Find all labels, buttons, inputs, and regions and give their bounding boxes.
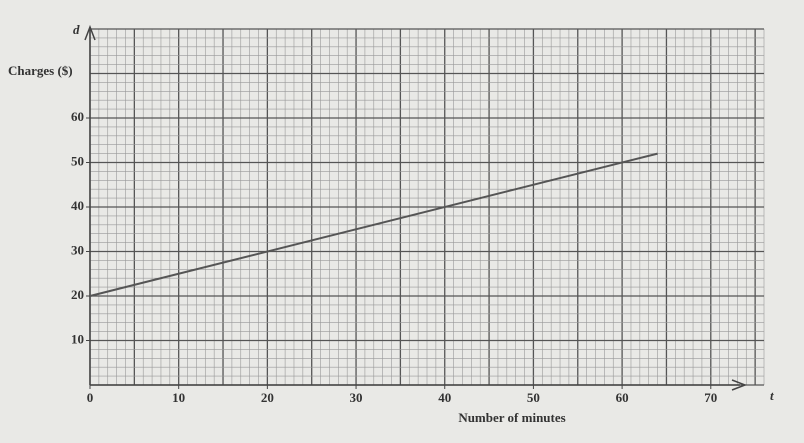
x-tick-label: 40: [438, 390, 451, 405]
x-tick-label: 20: [261, 390, 274, 405]
grid: [89, 28, 765, 386]
x-tick-label: 60: [616, 390, 629, 405]
x-tick-label: 10: [172, 390, 185, 405]
x-tick-label: 70: [704, 390, 717, 405]
x-axis-label: Number of minutes: [458, 410, 565, 425]
y-tick-label: 60: [71, 109, 84, 124]
x-tick-label: 0: [87, 390, 94, 405]
y-tick-label: 20: [71, 287, 84, 302]
y-tick-label: 50: [71, 153, 84, 168]
y-tick-label: 10: [71, 331, 84, 346]
y-axis-symbol: d: [73, 22, 80, 37]
x-tick-label: 50: [527, 390, 540, 405]
x-tick-label: 30: [350, 390, 363, 405]
data-line: [89, 152, 658, 297]
x-axis-arrow: [731, 379, 748, 391]
y-axis-label: Charges ($): [8, 63, 73, 78]
y-tick-label: 40: [71, 198, 84, 213]
y-axis-arrow: [84, 24, 96, 41]
x-axis-symbol: t: [770, 388, 774, 403]
y-tick-label: 30: [71, 242, 84, 257]
